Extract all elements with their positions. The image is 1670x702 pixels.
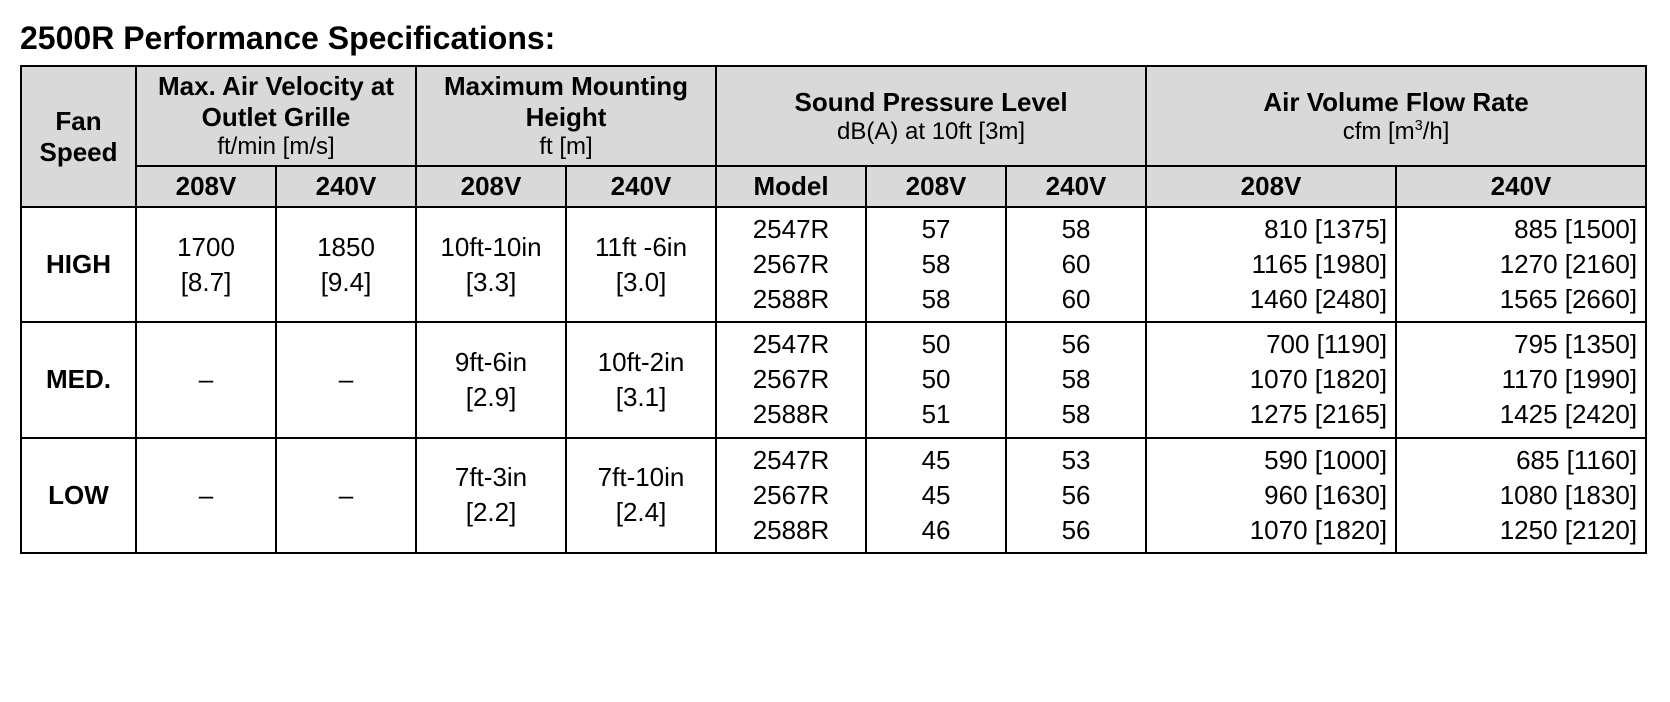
flow-208: 590 [1000]960 [1630]1070 [1820]	[1146, 438, 1396, 553]
model-cell: 2547R2567R2588R	[716, 438, 866, 553]
mounting-240: 7ft-10in[2.4]	[566, 438, 716, 553]
spec-table: Fan Speed Max. Air Velocity at Outlet Gr…	[20, 65, 1647, 554]
model-cell: 2547R2567R2588R	[716, 207, 866, 322]
mounting-208: 10ft-10in[3.3]	[416, 207, 566, 322]
mounting-240: 10ft-2in[3.1]	[566, 322, 716, 437]
mounting-title: Maximum Mounting Height	[425, 71, 707, 133]
subcol-sound-208: 208V	[866, 166, 1006, 207]
table-row: LOW––7ft-3in[2.2]7ft-10in[2.4]2547R2567R…	[21, 438, 1646, 553]
fan-speed-cell: LOW	[21, 438, 136, 553]
mounting-208: 9ft-6in[2.9]	[416, 322, 566, 437]
page-title: 2500R Performance Specifications:	[20, 20, 1650, 57]
air-velocity-208: –	[136, 322, 276, 437]
flow-208: 700 [1190]1070 [1820]1275 [2165]	[1146, 322, 1396, 437]
flow-240: 885 [1500]1270 [2160]1565 [2660]	[1396, 207, 1646, 322]
colgroup-air-volume: Air Volume Flow Rate cfm [m3/h]	[1146, 66, 1646, 166]
table-row: MED.––9ft-6in[2.9]10ft-2in[3.1]2547R2567…	[21, 322, 1646, 437]
colgroup-sound: Sound Pressure Level dB(A) at 10ft [3m]	[716, 66, 1146, 166]
mounting-unit: ft [m]	[425, 133, 707, 161]
table-row: HIGH1700[8.7]1850[9.4]10ft-10in[3.3]11ft…	[21, 207, 1646, 322]
sound-240: 535656	[1006, 438, 1146, 553]
subcol-sound-240: 240V	[1006, 166, 1146, 207]
air-velocity-240: –	[276, 322, 416, 437]
air-velocity-208: 1700[8.7]	[136, 207, 276, 322]
air-velocity-240: 1850[9.4]	[276, 207, 416, 322]
flow-240: 685 [1160]1080 [1830]1250 [2120]	[1396, 438, 1646, 553]
sound-unit: dB(A) at 10ft [3m]	[725, 118, 1137, 146]
sound-208: 575858	[866, 207, 1006, 322]
air-volume-title: Air Volume Flow Rate	[1155, 87, 1637, 118]
colgroup-air-velocity: Max. Air Velocity at Outlet Grille ft/mi…	[136, 66, 416, 166]
air-velocity-240: –	[276, 438, 416, 553]
flow-240: 795 [1350]1170 [1990]1425 [2420]	[1396, 322, 1646, 437]
sound-240: 586060	[1006, 207, 1146, 322]
subcol-flow-208: 208V	[1146, 166, 1396, 207]
subcol-flow-240: 240V	[1396, 166, 1646, 207]
subcol-model: Model	[716, 166, 866, 207]
sound-208: 454546	[866, 438, 1006, 553]
air-velocity-unit: ft/min [m/s]	[145, 133, 407, 161]
air-velocity-208: –	[136, 438, 276, 553]
col-fan-speed: Fan Speed	[21, 66, 136, 207]
fan-speed-cell: MED.	[21, 322, 136, 437]
subcol-mounting-208: 208V	[416, 166, 566, 207]
colgroup-mounting: Maximum Mounting Height ft [m]	[416, 66, 716, 166]
subcol-air-velocity-240: 240V	[276, 166, 416, 207]
flow-208: 810 [1375]1165 [1980]1460 [2480]	[1146, 207, 1396, 322]
subcol-air-velocity-208: 208V	[136, 166, 276, 207]
air-velocity-title: Max. Air Velocity at Outlet Grille	[145, 71, 407, 133]
air-volume-unit: cfm [m3/h]	[1155, 118, 1637, 146]
fan-speed-cell: HIGH	[21, 207, 136, 322]
sound-240: 565858	[1006, 322, 1146, 437]
subcol-mounting-240: 240V	[566, 166, 716, 207]
sound-208: 505051	[866, 322, 1006, 437]
model-cell: 2547R2567R2588R	[716, 322, 866, 437]
sound-title: Sound Pressure Level	[725, 87, 1137, 118]
mounting-208: 7ft-3in[2.2]	[416, 438, 566, 553]
mounting-240: 11ft -6in[3.0]	[566, 207, 716, 322]
